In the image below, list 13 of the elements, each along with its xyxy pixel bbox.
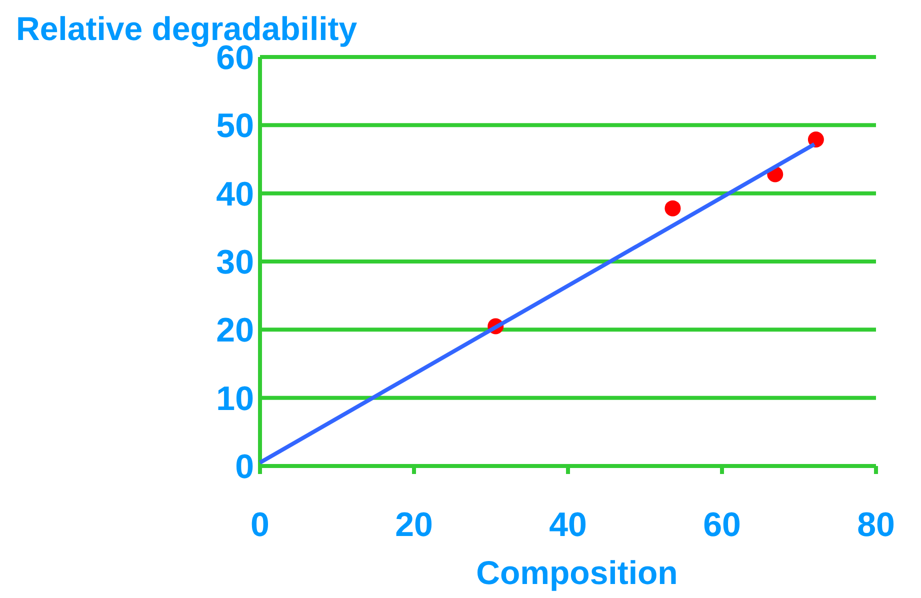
point [664, 200, 681, 216]
x-tick-label: 80 [857, 506, 895, 544]
x-tick-label: 20 [395, 506, 433, 544]
y-tick-label: 0 [235, 448, 254, 486]
x-axis-title: Composition [476, 554, 678, 591]
point [808, 131, 824, 148]
x-tick-label: 60 [703, 506, 741, 544]
y-tick-label: 40 [216, 175, 254, 214]
y-tick-label: 30 [216, 244, 254, 282]
y-tick-label: 50 [216, 107, 254, 146]
y-tick-label: 10 [216, 380, 254, 418]
y-tick-label: 20 [216, 312, 254, 350]
x-tick-label: 40 [549, 506, 587, 544]
